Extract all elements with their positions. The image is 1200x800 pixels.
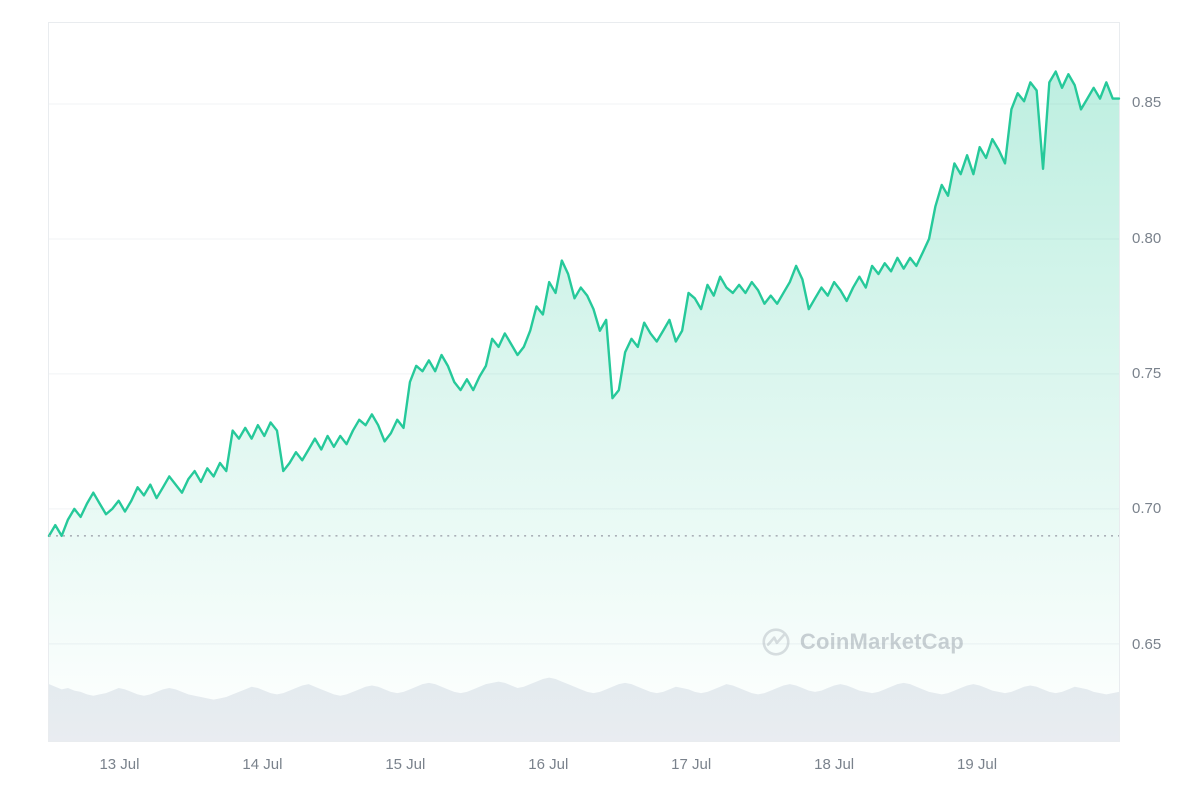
x-tick-label: 18 Jul [814, 756, 854, 773]
price-chart[interactable]: CoinMarketCap [48, 22, 1120, 742]
x-tick-label: 13 Jul [99, 756, 139, 773]
x-tick-label: 19 Jul [957, 756, 997, 773]
watermark-text: CoinMarketCap [800, 629, 964, 655]
chart-frame: CoinMarketCap 0.65 0.70 0.75 0.80 0.85 13 Ju… [0, 0, 1200, 800]
y-tick-label: 0.70 [1132, 500, 1188, 517]
x-tick-label: 17 Jul [671, 756, 711, 773]
x-tick-label: 15 Jul [385, 756, 425, 773]
x-tick-label: 16 Jul [528, 756, 568, 773]
watermark: CoinMarketCap [762, 628, 964, 656]
coinmarketcap-logo-icon [762, 628, 790, 656]
x-tick-label: 14 Jul [242, 756, 282, 773]
y-tick-label: 0.65 [1132, 636, 1188, 653]
y-tick-label: 0.75 [1132, 365, 1188, 382]
y-tick-label: 0.80 [1132, 230, 1188, 247]
y-tick-label: 0.85 [1132, 94, 1188, 111]
